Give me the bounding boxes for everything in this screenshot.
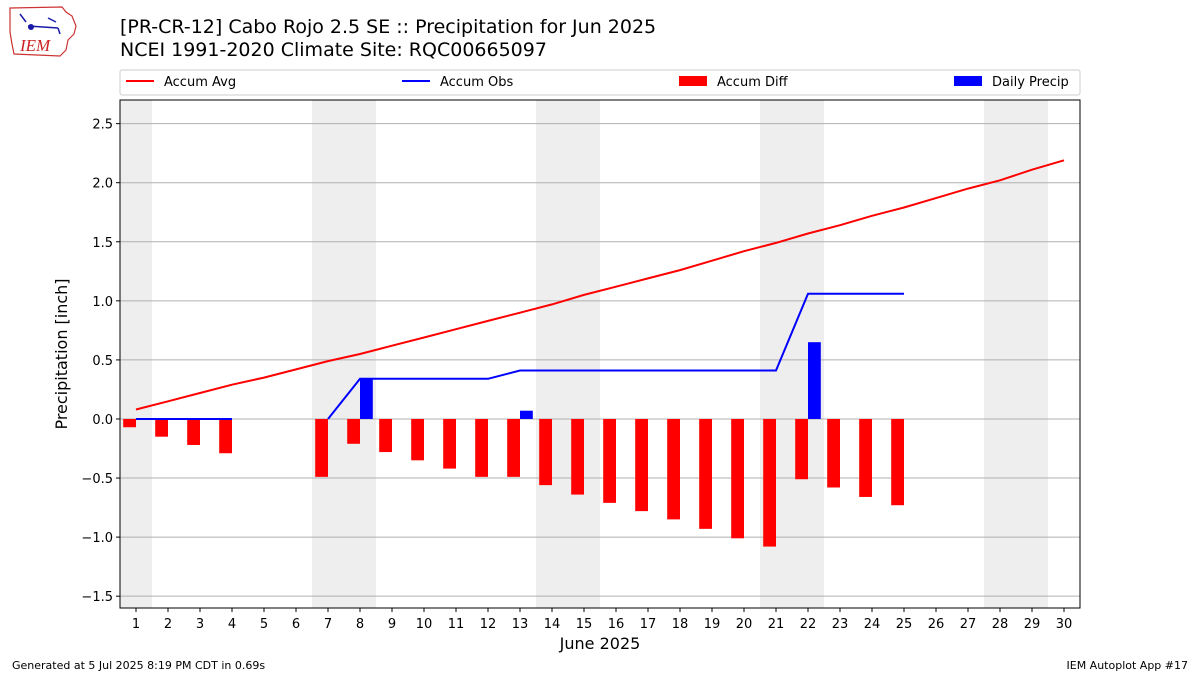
weekend-shade	[312, 100, 376, 608]
iem-logo: IEM	[9, 6, 77, 57]
y-tick-label: −0.5	[81, 472, 113, 487]
accum-diff-bar	[475, 418, 488, 477]
accum-diff-bar	[123, 418, 136, 428]
x-tick-label: 4	[228, 617, 236, 632]
x-tick-label: 16	[608, 617, 625, 632]
accum-diff-bar	[539, 418, 552, 486]
accum-diff-bar	[795, 418, 808, 480]
x-tick-label: 12	[480, 617, 497, 632]
x-tick-label: 22	[800, 617, 817, 632]
y-tick-label: −1.0	[81, 531, 113, 546]
y-tick-label: −1.5	[81, 590, 113, 605]
logo-text: IEM	[19, 36, 51, 55]
footer-app: IEM Autoplot App #17	[1066, 659, 1189, 672]
x-tick-label: 21	[768, 617, 785, 632]
accum-diff-bar	[859, 418, 872, 497]
y-axis-label: Precipitation [inch]	[52, 278, 71, 429]
legend-swatch-accum-diff	[679, 76, 707, 86]
x-tick-label: 1	[132, 617, 140, 632]
accum-diff-bar	[635, 418, 648, 512]
accum-diff-bar	[731, 418, 744, 539]
x-tick-label: 7	[324, 617, 332, 632]
accum-diff-bar	[827, 418, 840, 488]
legend-label-accum-diff: Accum Diff	[717, 75, 789, 90]
accum-diff-bar	[155, 418, 168, 437]
x-tick-label: 25	[896, 617, 913, 632]
daily-precip-bar	[808, 342, 821, 419]
accum-diff-bar	[315, 418, 328, 477]
x-tick-label: 6	[292, 617, 300, 632]
y-tick-label: 1.5	[92, 236, 113, 251]
x-tick-label: 19	[704, 617, 721, 632]
x-tick-label: 10	[416, 617, 433, 632]
y-tick-label: 2.0	[92, 177, 113, 192]
x-tick-label: 30	[1056, 617, 1073, 632]
x-tick-label: 15	[576, 617, 593, 632]
accum-diff-bar	[411, 418, 424, 461]
legend-swatch-daily-precip	[954, 76, 982, 86]
chart-title: [PR-CR-12] Cabo Rojo 2.5 SE :: Precipita…	[120, 16, 657, 38]
daily-precip-bar	[520, 410, 533, 419]
x-tick-label: 17	[640, 617, 657, 632]
accum-diff-bar	[763, 418, 776, 547]
x-tick-label: 14	[544, 617, 561, 632]
weekend-shade	[120, 100, 152, 608]
daily-precip-bar	[360, 378, 373, 419]
accum-diff-bar	[603, 418, 616, 503]
accum-diff-bar	[443, 418, 456, 469]
x-tick-label: 28	[992, 617, 1009, 632]
x-tick-label: 2	[164, 617, 172, 632]
logo-icon-lines	[19, 13, 61, 35]
x-tick-label: 3	[196, 617, 204, 632]
x-tick-label: 27	[960, 617, 977, 632]
legend-label-accum-avg: Accum Avg	[164, 75, 236, 90]
weekend-shade	[536, 100, 600, 608]
x-tick-label: 13	[512, 617, 529, 632]
accum-diff-bar	[699, 418, 712, 529]
accum-obs-line	[327, 292, 904, 420]
x-tick-label: 18	[672, 617, 689, 632]
x-axis-label: June 2025	[559, 634, 641, 653]
y-tick-label: 0.0	[92, 413, 113, 428]
logo-state-outline	[9, 6, 77, 57]
accum-diff-bar	[571, 418, 584, 495]
x-tick-label: 5	[260, 617, 268, 632]
x-tick-label: 26	[928, 617, 945, 632]
y-tick-label: 2.5	[92, 118, 113, 133]
x-tick-label: 20	[736, 617, 753, 632]
y-tick-label: 0.5	[92, 354, 113, 369]
legend-label-daily-precip: Daily Precip	[992, 75, 1069, 90]
accum-avg-line	[135, 159, 1065, 411]
legend-label-accum-obs: Accum Obs	[440, 75, 513, 90]
x-tick-label: 8	[356, 617, 364, 632]
x-tick-label: 11	[448, 617, 465, 632]
chart-subtitle: NCEI 1991-2020 Climate Site: RQC00665097	[120, 39, 547, 61]
plot-frame	[119, 99, 1081, 609]
accum-diff-bar	[379, 418, 392, 453]
accum-diff-bar	[667, 418, 680, 520]
x-tick-label: 9	[388, 617, 396, 632]
x-tick-label: 23	[832, 617, 849, 632]
accum-diff-bar	[219, 418, 232, 454]
accum-diff-bar	[507, 418, 520, 477]
accum-diff-bar	[891, 418, 904, 506]
x-tick-label: 24	[864, 617, 881, 632]
footer-generated: Generated at 5 Jul 2025 8:19 PM CDT in 0…	[12, 659, 266, 672]
y-tick-label: 1.0	[92, 295, 113, 310]
x-tick-label: 29	[1024, 617, 1041, 632]
weekend-shade	[984, 100, 1048, 608]
accum-diff-bar	[187, 418, 200, 445]
legend-box	[119, 69, 1081, 96]
accum-diff-bar	[347, 418, 360, 444]
